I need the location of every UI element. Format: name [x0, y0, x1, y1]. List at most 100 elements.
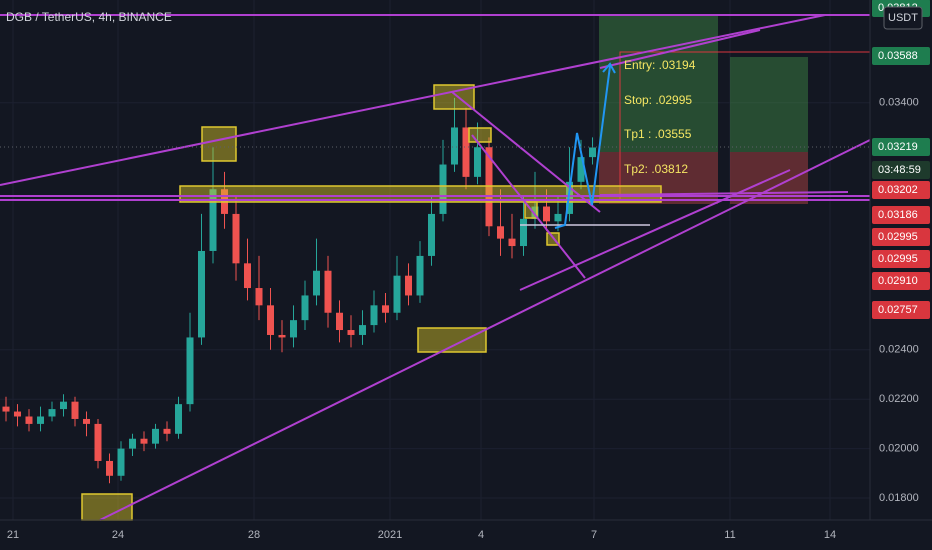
trendline	[599, 29, 761, 69]
y-tick-label: 0.02400	[879, 344, 919, 356]
candle-body	[152, 428, 159, 444]
trendline	[99, 139, 871, 521]
price-label: 0.03219	[878, 141, 918, 153]
price-label-box	[872, 161, 930, 179]
chart-title: DGB / TetherUS, 4h, BINANCE	[6, 10, 172, 24]
price-label-box	[872, 181, 930, 199]
candle-body	[175, 404, 182, 434]
candle-body	[497, 226, 504, 239]
candle-body	[577, 157, 585, 182]
trendline	[599, 191, 849, 196]
price-label: 0.02995	[878, 231, 918, 243]
candle-body	[359, 325, 366, 335]
target-box	[619, 51, 870, 200]
y-tick-label: 0.03400	[879, 97, 919, 109]
candle-body	[520, 218, 527, 247]
x-tick-label: 7	[591, 529, 597, 541]
x-tick-label: 11	[724, 529, 735, 541]
candle-body	[186, 337, 194, 405]
candle-body	[416, 255, 424, 296]
trendline	[471, 134, 586, 279]
candle-body	[48, 409, 56, 417]
price-label-box	[872, 47, 930, 65]
candle-body	[198, 250, 205, 338]
candle-body	[324, 270, 332, 313]
profit-zone	[599, 14, 718, 152]
price-label: 0.03588	[878, 50, 918, 62]
candle-body	[2, 406, 10, 412]
y-tick-label: 0.01800	[879, 492, 919, 504]
candle-body	[451, 127, 458, 165]
trendlines	[0, 14, 871, 521]
trendline	[451, 91, 601, 213]
price-label: 0.03202	[878, 184, 918, 196]
trendline	[519, 169, 791, 291]
candle-body	[94, 423, 102, 461]
candle-body	[301, 295, 309, 321]
grid	[0, 0, 870, 520]
candle-body	[140, 438, 148, 444]
price-label: 0.02995	[878, 253, 918, 265]
candle-body	[267, 305, 274, 335]
x-tick-label: 28	[248, 529, 260, 541]
candle-body	[129, 438, 136, 449]
candle-body	[313, 270, 320, 296]
candle-body	[405, 275, 412, 296]
candle-body	[508, 238, 516, 247]
x-tick-label: 21	[7, 529, 19, 541]
x-tick-label: 24	[112, 529, 124, 541]
price-label: 0.03186	[878, 209, 918, 221]
zone	[201, 126, 237, 162]
candle-body	[60, 401, 67, 410]
annotation: Stop: .02995	[624, 93, 692, 107]
candle-body	[589, 147, 596, 158]
candle-body	[393, 275, 401, 313]
currency-button[interactable]	[883, 6, 923, 30]
arrow-head	[602, 62, 616, 74]
profit-zone	[730, 57, 808, 152]
price-label-box	[872, 250, 930, 268]
candle-body	[543, 206, 550, 222]
candle-body	[290, 320, 297, 338]
x-tick-label: 2021	[378, 529, 402, 541]
candle-body	[37, 416, 44, 424]
candle-body	[106, 460, 113, 476]
price-label-box	[872, 272, 930, 290]
price-label-box	[872, 206, 930, 224]
price-label-box	[872, 228, 930, 246]
candle-body	[462, 127, 470, 177]
currency-button-label[interactable]: USDT	[888, 12, 918, 24]
candle-body	[255, 288, 263, 306]
candle-body	[278, 334, 286, 338]
candle-body	[71, 401, 79, 419]
candle-body	[232, 213, 240, 264]
price-label: 0.02910	[878, 275, 918, 287]
annotation: Tp2: .03812	[624, 162, 688, 176]
candle-body	[347, 330, 355, 335]
candle-body	[209, 189, 217, 251]
y-tick-label: 0.02200	[879, 393, 919, 405]
candle-body	[25, 416, 33, 424]
x-tick-label: 4	[478, 529, 484, 541]
candle-body	[117, 448, 125, 476]
annotation: Tp1 : .03555	[624, 127, 692, 141]
candle-body	[554, 213, 562, 222]
price-label-box	[872, 301, 930, 319]
zone	[417, 327, 487, 353]
candle-body	[14, 411, 21, 417]
candle-body	[531, 206, 539, 219]
candle-body	[485, 147, 493, 227]
price-label: 03:48:59	[878, 164, 921, 176]
candle-body	[428, 213, 435, 256]
candle-body	[474, 147, 481, 177]
candle-body	[439, 164, 447, 214]
candle-body	[244, 263, 251, 289]
candle-body	[83, 418, 90, 424]
trendline	[0, 14, 826, 186]
candle-body	[163, 428, 171, 434]
y-tick-label: 0.02000	[879, 443, 919, 455]
candle-body	[382, 305, 389, 313]
price-label: 0.02757	[878, 304, 918, 316]
